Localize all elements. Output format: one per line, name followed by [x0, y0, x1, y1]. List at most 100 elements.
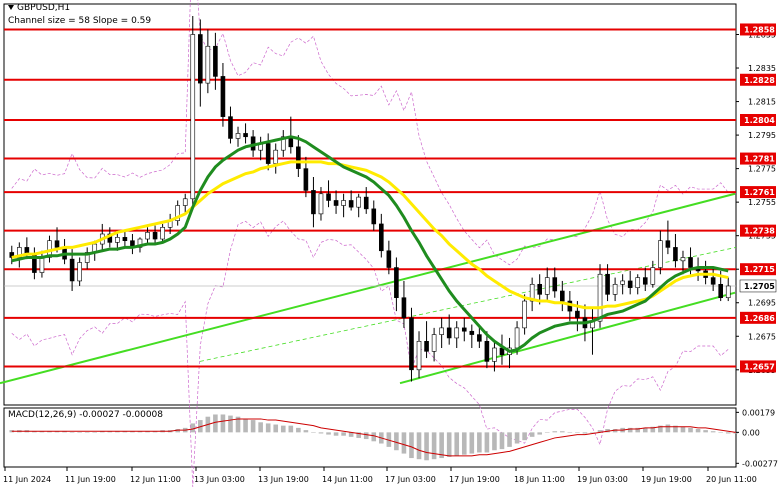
candle-body: [243, 133, 248, 138]
candle-body: [235, 133, 241, 139]
macd-histogram-bar: [461, 432, 467, 455]
macd-histogram-bar: [560, 431, 565, 433]
x-tick-label: 17 Jun 03:00: [385, 475, 436, 484]
candle-body: [84, 252, 90, 263]
candle-body: [303, 168, 309, 191]
level-label: 1.2657: [744, 362, 775, 371]
candle-body: [220, 76, 226, 117]
candle-body: [379, 223, 384, 252]
macd-histogram-bar: [650, 426, 656, 433]
macd-signal-line: [11, 418, 736, 457]
candle-body: [145, 232, 150, 240]
candle-body: [296, 146, 301, 169]
candle-body: [469, 330, 475, 335]
macd-histogram-bar: [514, 432, 520, 444]
candle-body: [627, 280, 633, 288]
macd-histogram-bar: [642, 427, 648, 433]
macd-histogram-bar: [567, 432, 573, 433]
candle-body: [115, 237, 120, 243]
macd-histogram-bar: [507, 432, 512, 447]
macd-histogram-bar: [62, 431, 67, 433]
macd-histogram-bar: [356, 432, 361, 438]
level-label-bg: [740, 263, 776, 276]
candle-body: [484, 340, 490, 362]
macd-histogram-bar: [575, 432, 580, 433]
x-tick-label: 13 Jun 03:00: [194, 475, 245, 484]
macd-histogram-bar: [665, 424, 671, 433]
candle-body: [333, 200, 339, 206]
candle-body: [160, 226, 165, 240]
candle-body: [341, 200, 346, 206]
chart-subtitle: Channel size = 58 Slope = 0.59: [8, 16, 152, 26]
x-tick-label: 11 Jun 19:00: [65, 475, 116, 484]
macd-histogram-bar: [409, 432, 414, 459]
macd-histogram-bar: [190, 423, 196, 433]
price-tick-label: 1.2815: [748, 98, 776, 107]
macd-histogram-bar: [363, 432, 369, 440]
x-tick-label: 13 Jun 19:00: [258, 475, 309, 484]
macd-histogram-bar: [590, 432, 595, 433]
macd-histogram-bar: [710, 431, 716, 433]
candle-body: [688, 257, 693, 268]
candle-body: [635, 277, 641, 288]
macd-histogram-bar: [492, 432, 497, 451]
candle-body: [650, 267, 656, 285]
current-price-label: 1.2705: [744, 282, 775, 291]
macd-tick-label: 0.00: [742, 428, 760, 437]
candle-body: [182, 198, 188, 206]
candle-body: [680, 257, 686, 262]
candle-body: [552, 277, 558, 292]
macd-tick-label: -0.00277: [742, 459, 778, 468]
level-label: 1.2828: [744, 76, 775, 85]
macd-histogram-bar: [341, 432, 346, 436]
candle-body: [228, 116, 233, 139]
macd-histogram-bar: [552, 431, 558, 433]
level-label-bg: [740, 152, 776, 165]
candle-body: [77, 262, 82, 282]
candle-body: [386, 250, 392, 268]
macd-histogram-bar: [484, 432, 490, 453]
price-pane-frame: [3, 3, 737, 406]
price-tick-label: 1.2795: [748, 131, 776, 140]
macd-histogram-bar: [69, 432, 75, 433]
candle-body: [560, 290, 565, 302]
candle-body: [673, 247, 678, 262]
macd-histogram-bar: [658, 425, 663, 433]
candle-body: [424, 340, 429, 352]
candle-body: [439, 327, 444, 335]
candle-body: [665, 240, 671, 248]
macd-histogram-bar: [703, 430, 708, 433]
x-tick-label: 19 Jun 03:00: [577, 475, 628, 484]
macd-histogram-bar: [688, 427, 693, 433]
dropdown-triangle-icon: [8, 5, 14, 10]
macd-histogram-bar: [273, 424, 279, 433]
candle-body: [54, 240, 60, 248]
channel-mid-line: [199, 247, 737, 362]
candle-body: [326, 193, 331, 201]
candle-body: [205, 45, 211, 84]
macd-histogram-bar: [107, 431, 113, 433]
macd-histogram-bar: [733, 432, 739, 434]
x-tick-label: 17 Jun 19:00: [449, 475, 500, 484]
macd-histogram-bar: [296, 427, 301, 433]
macd-histogram-bar: [627, 427, 633, 433]
candle-body: [446, 327, 452, 339]
macd-histogram-bar: [439, 432, 444, 459]
x-tick-label: 19 Jun 19:00: [641, 475, 692, 484]
macd-histogram-bar: [303, 430, 309, 433]
level-label-bg: [740, 73, 776, 86]
candle-body: [544, 277, 550, 295]
macd-histogram-bar: [39, 431, 45, 433]
macd-histogram-bar: [54, 431, 60, 433]
macd-histogram-bar: [499, 432, 505, 450]
candle-body: [39, 257, 45, 273]
candle-body: [658, 240, 663, 268]
ma-green-line: [11, 135, 729, 353]
x-tick-label: 12 Jun 11:00: [130, 475, 181, 484]
level-label-bg: [740, 224, 776, 237]
macd-histogram-bar: [250, 420, 256, 433]
candle-body: [401, 297, 407, 319]
candle-body: [356, 196, 361, 208]
candle-body: [213, 45, 218, 77]
candle-body: [311, 190, 316, 215]
